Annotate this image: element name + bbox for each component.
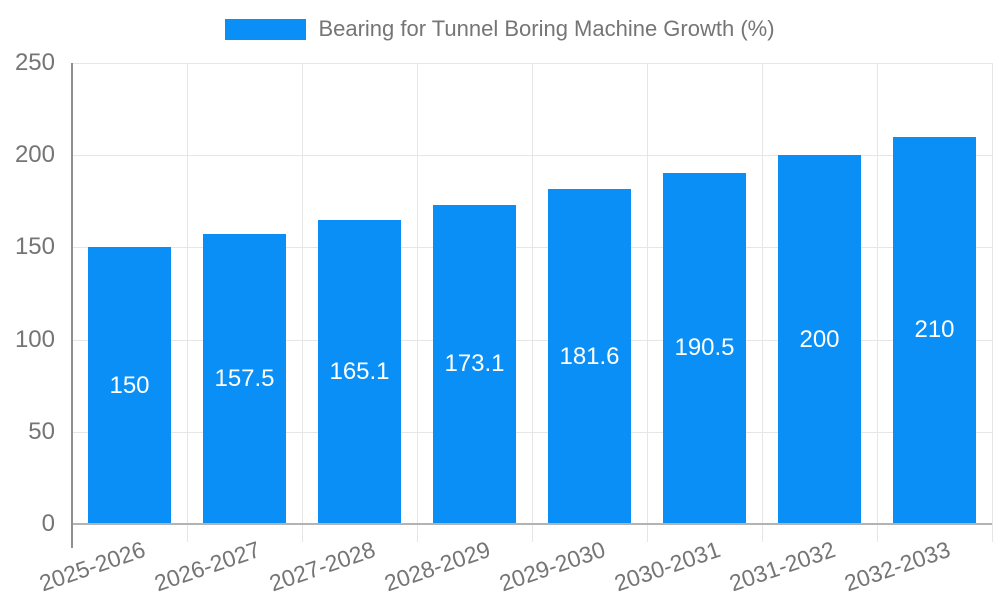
bar[interactable]: 181.6 (548, 189, 631, 524)
x-tick-label: 2032-2033 (840, 536, 953, 597)
y-tick-label: 250 (14, 49, 55, 76)
legend: Bearing for Tunnel Boring Machine Growth… (0, 16, 1000, 42)
bar-value-label: 190.5 (674, 334, 735, 362)
x-tick-label: 2027-2028 (265, 536, 378, 597)
gridline-vertical (762, 63, 763, 542)
y-tick-label: 200 (14, 141, 55, 169)
bar-value-label: 173.1 (444, 350, 505, 378)
x-tick-label: 2025-2026 (35, 536, 148, 597)
bar[interactable]: 157.5 (203, 233, 286, 524)
y-tick-label: 150 (14, 233, 55, 261)
bar-value-label: 157.5 (214, 364, 275, 392)
bar-value-label: 210 (914, 316, 955, 344)
bar[interactable]: 173.1 (433, 204, 516, 524)
gridline-vertical (187, 63, 188, 542)
bar[interactable]: 165.1 (318, 219, 401, 524)
gridline-vertical (302, 63, 303, 542)
legend-label: Bearing for Tunnel Boring Machine Growth… (318, 16, 775, 41)
bar[interactable]: 190.5 (663, 172, 746, 524)
bar[interactable]: 150 (88, 247, 171, 524)
y-tick-label: 0 (41, 510, 55, 537)
x-tick-label: 2030-2031 (610, 536, 723, 597)
gridline-vertical (877, 63, 878, 542)
x-tick-label: 2028-2029 (380, 536, 493, 597)
bar-value-label: 150 (109, 371, 150, 399)
y-axis-line (71, 63, 73, 548)
gridline-vertical (992, 63, 993, 542)
gridline-vertical (647, 63, 648, 542)
x-tick-label: 2026-2027 (150, 536, 263, 597)
legend-swatch (225, 18, 307, 40)
legend-item[interactable]: Bearing for Tunnel Boring Machine Growth… (225, 16, 775, 42)
bar[interactable]: 210 (893, 136, 976, 524)
bar[interactable]: 200 (778, 155, 861, 524)
bar-value-label: 181.6 (559, 342, 620, 370)
gridline-vertical (532, 63, 533, 542)
y-tick-label: 100 (14, 325, 55, 353)
x-axis-baseline (72, 523, 992, 525)
y-tick-label: 50 (28, 417, 55, 445)
bar-value-label: 165.1 (329, 357, 390, 385)
x-tick-label: 2029-2030 (495, 536, 608, 597)
x-tick-label: 2031-2032 (725, 536, 838, 597)
bar-value-label: 200 (799, 325, 840, 353)
gridline-vertical (417, 63, 418, 542)
